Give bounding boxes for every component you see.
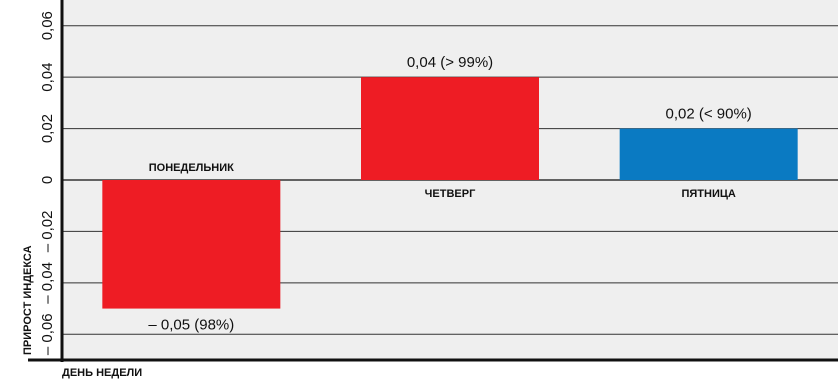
y-tick-label: 0,02 (39, 114, 56, 143)
category-label: ПОНЕДЕЛЬНИК (149, 162, 234, 174)
y-tick-label: – 0,06 (39, 313, 56, 355)
category-label: ПЯТНИЦА (681, 188, 735, 200)
bar (361, 77, 539, 180)
data-label: – 0,05 (98%) (148, 317, 234, 334)
x-axis-title: ДЕНЬ НЕДЕЛИ (62, 367, 142, 379)
y-tick-label: 0 (39, 176, 56, 184)
bar (102, 180, 281, 309)
bar (619, 128, 798, 180)
category-labels: ПОНЕДЕЛЬНИК ЧЕТВЕРГ ПЯТНИЦА (149, 162, 736, 200)
data-labels: – 0,05 (98%) 0,04 (> 99%) 0,02 (< 90%) (148, 54, 751, 333)
category-label: ЧЕТВЕРГ (425, 188, 476, 200)
y-tick-label: 0,06 (39, 11, 56, 40)
data-label: 0,02 (< 90%) (666, 106, 752, 123)
y-axis-title: ПРИРОСТ ИНДЕКСА (22, 245, 34, 355)
bars (102, 77, 798, 309)
y-tick-label: – 0,02 (39, 211, 56, 253)
y-tick-label: – 0,04 (39, 262, 56, 304)
y-tick-labels: – 0,06 – 0,04 – 0,02 0 0,02 0,04 0,06 (39, 11, 56, 355)
data-label: 0,04 (> 99%) (407, 54, 493, 71)
y-tick-label: 0,04 (39, 63, 56, 92)
